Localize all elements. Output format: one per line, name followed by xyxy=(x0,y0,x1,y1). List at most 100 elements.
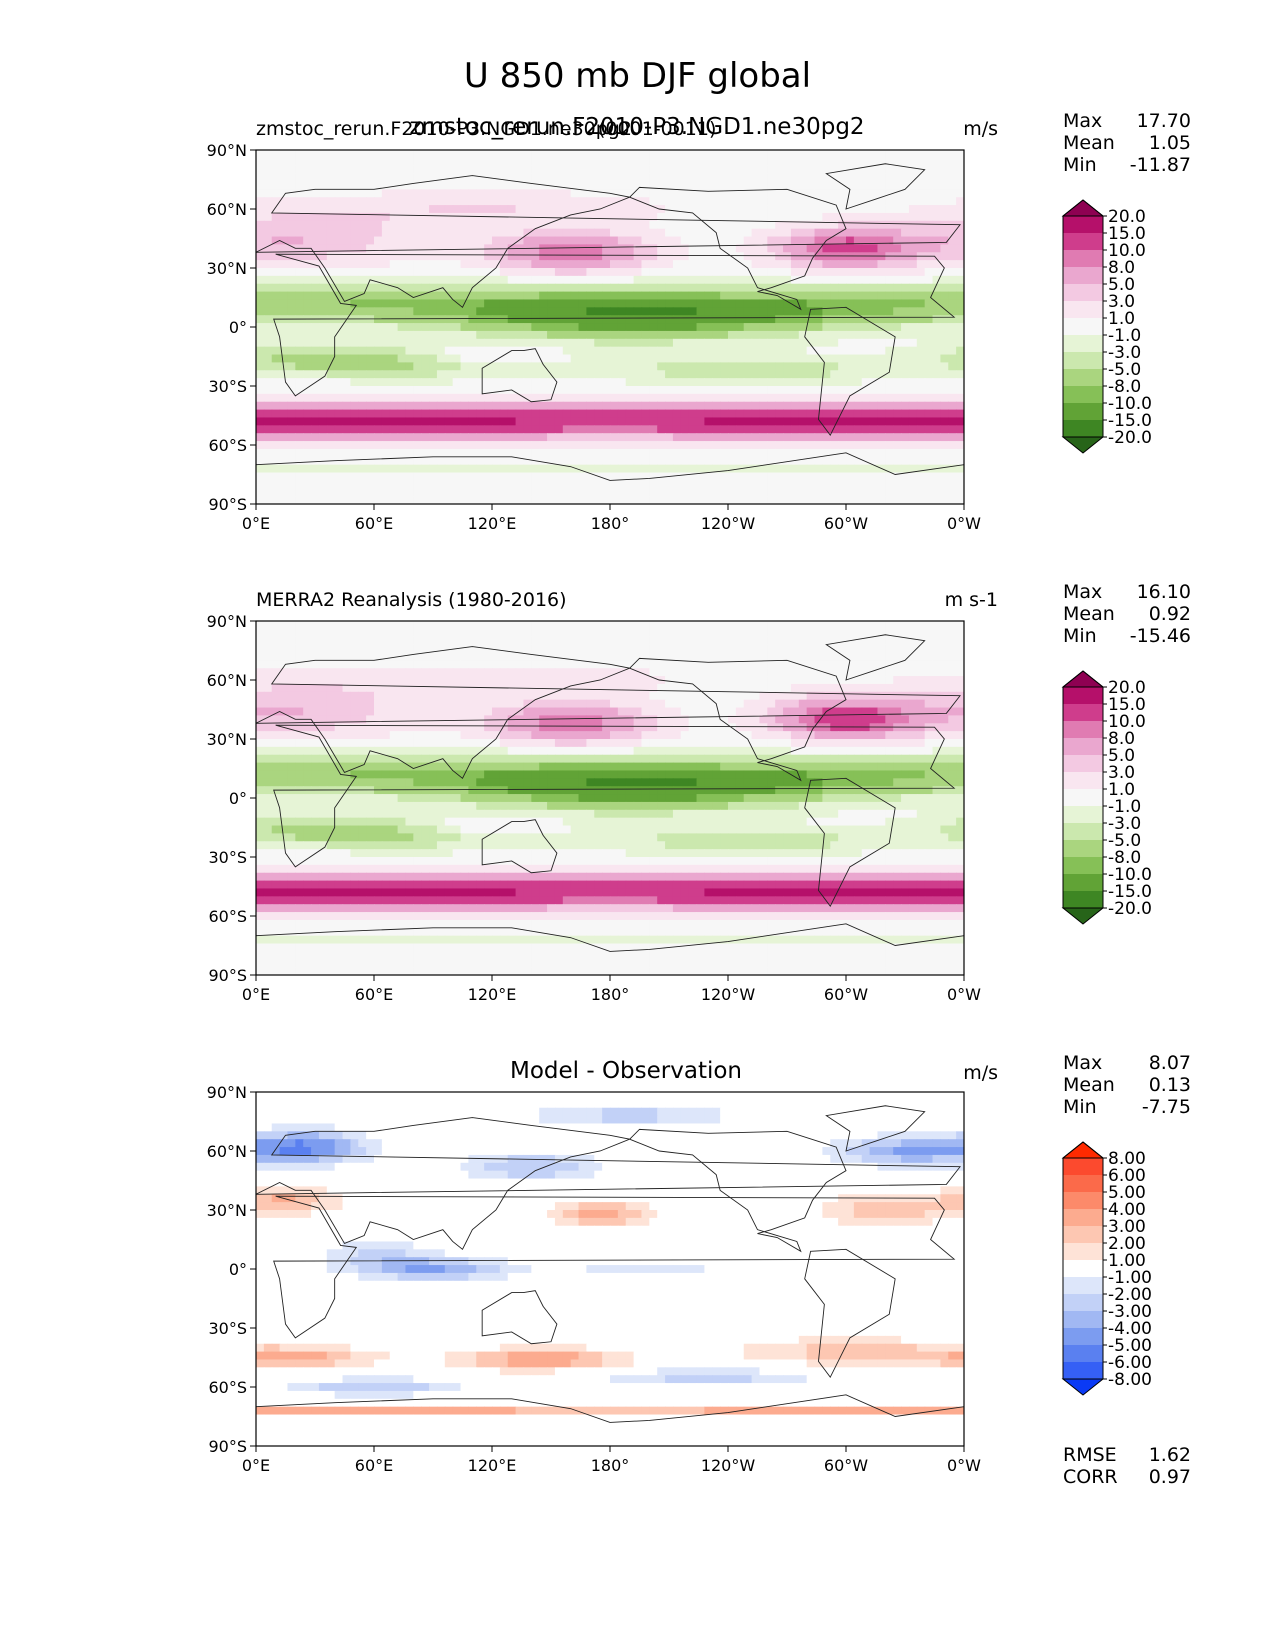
heatmap-cell xyxy=(759,354,768,363)
heatmap-cell xyxy=(822,621,831,630)
heatmap-cell xyxy=(452,668,462,677)
heatmap-cell xyxy=(672,401,682,411)
heatmap-cell xyxy=(539,636,548,646)
heatmap-cell xyxy=(901,189,910,198)
heatmap-cell xyxy=(413,441,422,450)
heatmap-cell xyxy=(334,205,344,214)
heatmap-cell xyxy=(932,417,941,426)
heatmap-cell xyxy=(554,228,564,238)
heatmap-cell xyxy=(295,346,304,356)
heatmap-cell xyxy=(728,362,737,371)
heatmap-cell xyxy=(633,260,643,269)
heatmap-cell xyxy=(421,236,430,245)
heatmap-cell xyxy=(405,644,414,654)
heatmap-cell xyxy=(421,165,430,175)
heatmap-cell xyxy=(924,496,934,504)
heatmap-cell xyxy=(908,644,918,654)
heatmap-cell xyxy=(531,330,540,340)
heatmap-cell xyxy=(318,644,328,654)
heatmap-cell xyxy=(554,323,564,332)
heatmap-cell xyxy=(342,197,351,206)
heatmap-cell xyxy=(381,157,391,167)
heatmap-cell xyxy=(838,417,847,426)
heatmap-cell xyxy=(940,636,949,646)
heatmap-cell xyxy=(499,260,509,269)
heatmap-cell xyxy=(869,260,879,269)
heatmap-cell xyxy=(342,275,351,285)
heatmap-cell xyxy=(334,378,344,387)
heatmap-cell xyxy=(594,346,603,356)
heatmap-cell xyxy=(318,283,328,293)
heatmap-cell xyxy=(657,181,666,190)
heatmap-cell xyxy=(358,425,367,434)
heatmap-cell xyxy=(263,189,273,198)
heatmap-cell xyxy=(484,417,493,426)
heatmap-cell xyxy=(366,236,375,245)
heatmap-cell xyxy=(735,338,745,348)
heatmap-cell xyxy=(586,338,595,348)
heatmap-cell xyxy=(948,157,957,167)
heatmap-cell xyxy=(570,307,580,316)
heatmap-cell xyxy=(334,362,344,371)
heatmap-cell xyxy=(374,228,383,238)
heatmap-cell xyxy=(303,409,312,419)
heatmap-cell xyxy=(775,472,784,481)
heatmap-cell xyxy=(263,330,273,340)
heatmap-cell xyxy=(287,283,296,293)
heatmap-cell xyxy=(256,323,265,332)
heatmap-cell xyxy=(421,315,430,324)
heatmap-cell xyxy=(712,472,721,481)
heatmap-cell xyxy=(562,456,572,466)
heatmap-cell xyxy=(311,220,320,230)
heatmap-cell xyxy=(814,441,823,450)
coastline xyxy=(273,253,956,397)
heatmap-cell xyxy=(436,307,446,316)
heatmap-cell xyxy=(956,456,964,466)
heatmap-cell xyxy=(688,636,698,646)
heatmap-cell xyxy=(413,636,422,646)
heatmap-cell xyxy=(617,488,627,497)
heatmap-cell xyxy=(429,448,438,458)
heatmap-cell xyxy=(531,370,540,379)
heatmap-cell xyxy=(311,252,320,261)
heatmap-cell xyxy=(279,244,289,253)
heatmap-cell xyxy=(389,644,399,654)
heatmap-cell xyxy=(869,401,879,411)
heatmap-cell xyxy=(539,621,548,630)
heatmap-cell xyxy=(484,668,493,677)
heatmap-cell xyxy=(594,660,603,669)
heatmap-cell xyxy=(460,370,469,379)
heatmap-cell xyxy=(814,165,823,175)
heatmap-cell xyxy=(916,197,926,206)
heatmap-cell xyxy=(539,362,548,371)
heatmap-cell xyxy=(932,220,941,230)
heatmap-cell xyxy=(869,299,879,308)
heatmap-cell xyxy=(633,244,643,253)
heatmap-cell xyxy=(830,448,839,458)
heatmap-cell xyxy=(350,291,359,301)
heatmap-cell xyxy=(452,330,462,340)
heatmap-cell xyxy=(783,417,792,426)
heatmap-cell xyxy=(374,464,383,474)
heatmap-cell xyxy=(350,433,359,442)
heatmap-cell xyxy=(696,636,705,646)
heatmap-cell xyxy=(263,268,273,277)
heatmap-cell xyxy=(492,220,501,230)
heatmap-cell xyxy=(468,668,477,677)
heatmap-cell xyxy=(940,417,949,426)
heatmap-cell xyxy=(743,378,753,387)
heatmap-cell xyxy=(798,181,808,190)
heatmap-cell xyxy=(672,291,682,301)
heatmap-cell xyxy=(570,496,580,504)
heatmap-cell xyxy=(397,644,407,654)
heatmap-cell xyxy=(256,330,265,340)
heatmap-cell xyxy=(381,393,391,403)
heatmap-cell xyxy=(814,464,823,474)
heatmap-cell xyxy=(539,346,548,356)
heatmap-cell xyxy=(350,448,359,458)
heatmap-cell xyxy=(767,464,776,474)
heatmap-cell xyxy=(846,660,855,669)
heatmap-cell xyxy=(311,291,320,301)
heatmap-cell xyxy=(405,683,414,693)
heatmap-cell xyxy=(460,472,469,481)
